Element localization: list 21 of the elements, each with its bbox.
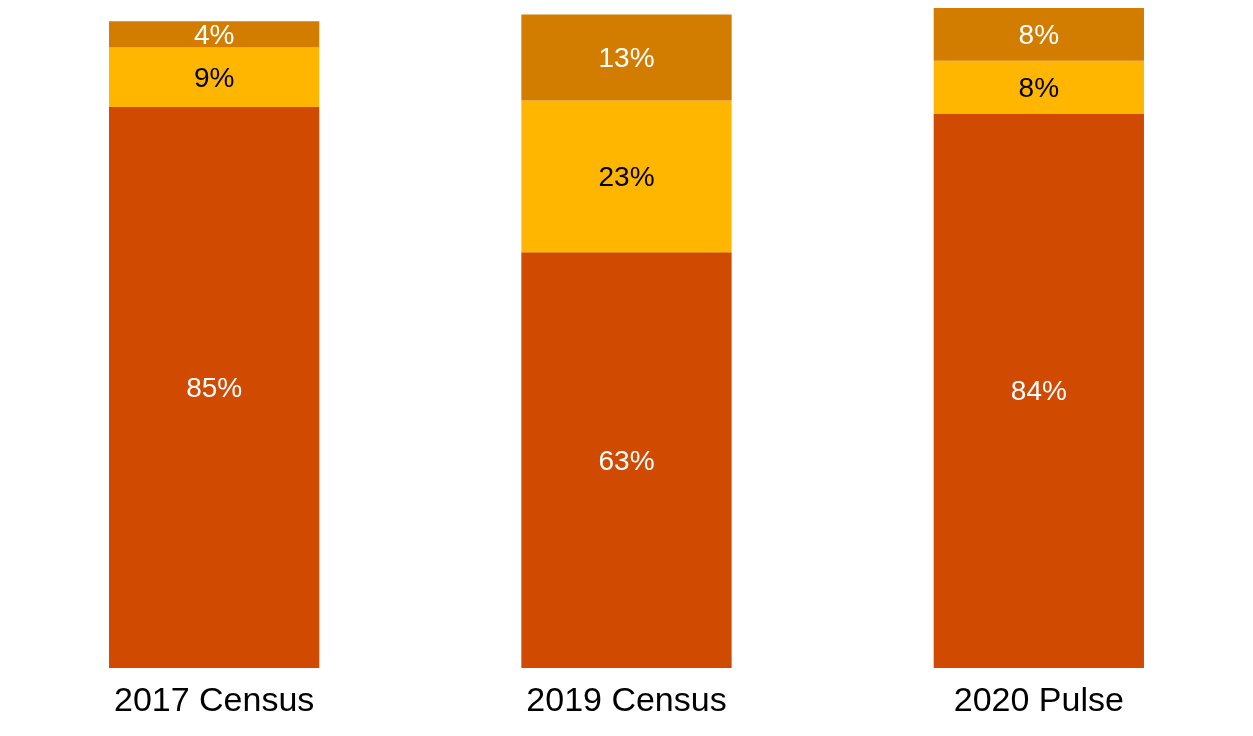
x-tick-label: 2020 Pulse	[953, 680, 1124, 718]
bar	[521, 100, 732, 253]
bar	[521, 252, 732, 668]
x-tick-label: 2019 Census	[526, 680, 727, 718]
data-label: 8%	[1018, 71, 1060, 103]
bar	[933, 8, 1144, 61]
bar	[933, 60, 1144, 114]
bar	[109, 107, 320, 668]
x-tick-label: 2017 Census	[113, 680, 315, 718]
data-label: 13%	[598, 42, 655, 73]
data-label: 63%	[598, 444, 655, 476]
data-label: 9%	[193, 61, 235, 93]
bar	[933, 113, 1144, 668]
data-label: 85%	[186, 372, 243, 403]
data-label: 8%	[1018, 18, 1060, 50]
bar	[521, 14, 732, 101]
bar	[109, 47, 320, 107]
data-label: 4%	[193, 18, 235, 50]
data-label: 84%	[1010, 375, 1067, 407]
data-label: 23%	[598, 160, 655, 192]
bar	[109, 21, 320, 48]
